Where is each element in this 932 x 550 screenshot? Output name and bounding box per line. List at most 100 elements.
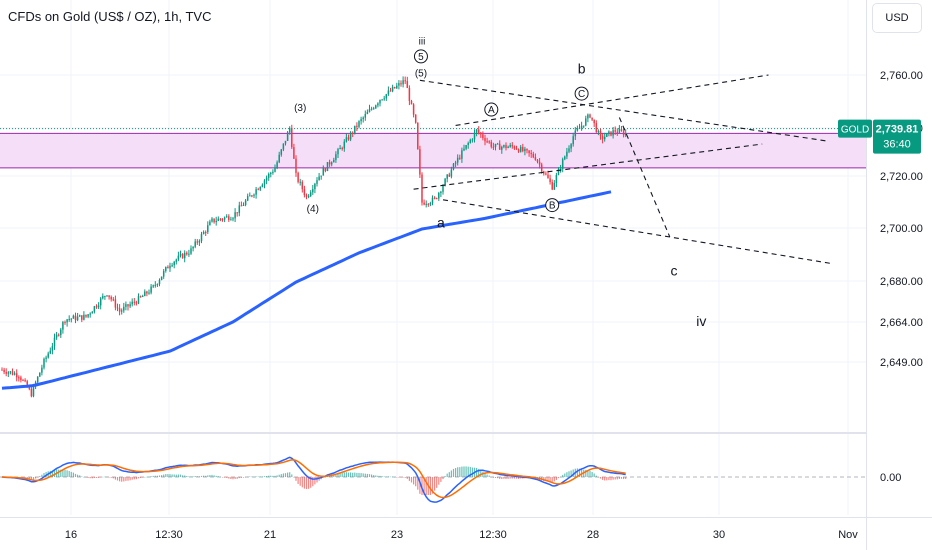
- currency-button[interactable]: USD: [872, 3, 922, 33]
- candle-body: [547, 174, 549, 179]
- wave-label: (3): [294, 103, 306, 114]
- macd-histogram-bar: [406, 477, 408, 479]
- macd-histogram-bar: [156, 475, 158, 477]
- candle-body: [194, 241, 196, 247]
- candle-body: [30, 388, 33, 397]
- macd-histogram-bar: [213, 475, 215, 477]
- candle-body: [312, 189, 314, 193]
- candle-body: [272, 171, 274, 173]
- macd-histogram-bar: [89, 477, 91, 479]
- macd-histogram-bar: [83, 476, 85, 478]
- macd-histogram-bar: [429, 477, 431, 495]
- macd-histogram-bar: [35, 477, 37, 479]
- macd-histogram-bar: [154, 475, 156, 477]
- candle-body: [259, 186, 262, 190]
- macd-histogram-bar: [595, 475, 597, 477]
- candle-body: [522, 146, 524, 152]
- candle-body: [309, 192, 312, 197]
- candle-body: [561, 159, 564, 169]
- wave-label-circle: [545, 198, 560, 213]
- candle-body: [175, 259, 178, 262]
- candle-body: [456, 157, 459, 163]
- macd-histogram-bar: [316, 477, 318, 483]
- candle-body: [93, 306, 96, 312]
- macd-histogram-bar: [58, 469, 60, 477]
- candle-body: [246, 196, 249, 201]
- macd-histogram-bar: [293, 477, 295, 478]
- candle-body: [39, 372, 41, 377]
- candle-body: [616, 131, 619, 133]
- candle-body: [354, 125, 356, 134]
- candle-body: [597, 130, 600, 133]
- macd-signal-line: [2, 459, 626, 499]
- macd-histogram-bar: [450, 470, 452, 477]
- candle-body: [383, 98, 385, 100]
- macd-histogram-bar: [119, 477, 121, 482]
- candle-body: [408, 88, 411, 101]
- candle-body: [32, 385, 35, 397]
- macd-histogram-bar: [434, 477, 436, 491]
- candle-body: [165, 266, 167, 271]
- candle-body: [620, 129, 623, 131]
- macd-histogram-bar: [604, 477, 606, 481]
- macd-histogram-bar: [287, 472, 289, 477]
- macd-histogram-bar: [255, 476, 257, 477]
- candle-body: [78, 315, 81, 317]
- macd-histogram-bar: [589, 470, 591, 477]
- candle-body: [5, 372, 7, 374]
- candle-body: [513, 146, 516, 149]
- candle-body: [337, 149, 339, 155]
- macd-histogram-bar: [148, 476, 150, 478]
- macd-histogram-bar: [505, 477, 507, 479]
- macd-histogram-bar: [350, 472, 352, 477]
- candle-body: [599, 130, 602, 137]
- candle-body: [13, 373, 16, 375]
- candle-body: [106, 295, 108, 297]
- candle-body: [261, 184, 264, 187]
- candle-body: [213, 218, 215, 223]
- candle-body: [606, 133, 608, 137]
- macd-histogram-bar: [597, 477, 599, 478]
- wave-label-circle: [484, 102, 499, 117]
- candle-body: [559, 168, 562, 170]
- macd-histogram-bar: [509, 477, 511, 479]
- candle-body: [97, 305, 100, 308]
- wave-label: c: [671, 262, 678, 278]
- candle-body: [299, 181, 301, 183]
- candle-body: [240, 205, 243, 207]
- candle-body: [543, 171, 545, 174]
- candle-body: [154, 284, 157, 286]
- candle-body: [125, 304, 127, 307]
- macd-histogram-bar: [182, 475, 184, 477]
- macd-histogram-bar: [553, 477, 555, 482]
- candle-body: [566, 151, 568, 157]
- candle-body: [202, 232, 205, 235]
- candle-body: [335, 154, 337, 160]
- macd-histogram-bar: [289, 472, 291, 477]
- macd-histogram-bar: [173, 474, 175, 477]
- macd-histogram-bar: [488, 475, 490, 477]
- candle-body: [18, 377, 20, 379]
- candle-body: [274, 168, 276, 172]
- macd-histogram-bar: [490, 476, 492, 478]
- candle-body: [486, 141, 488, 143]
- macd-histogram-bar: [161, 475, 163, 477]
- candle-body: [196, 241, 199, 243]
- symbol-title[interactable]: CFDs on Gold (US$ / OZ), 1h, TVC: [8, 9, 212, 24]
- macd-histogram-bar: [455, 468, 457, 477]
- macd-histogram-bar: [129, 477, 131, 481]
- candle-body: [225, 216, 228, 218]
- candle-body: [186, 252, 188, 255]
- candle-body: [519, 146, 522, 152]
- candle-body: [120, 310, 123, 312]
- candle-body: [391, 86, 394, 92]
- candle-body: [91, 311, 94, 314]
- macd-histogram-bar: [207, 475, 209, 477]
- macd-histogram-bar: [602, 477, 604, 480]
- macd-histogram-bar: [576, 468, 578, 477]
- candle-body: [477, 129, 480, 133]
- macd-histogram-bar: [240, 477, 242, 478]
- macd-histogram-bar: [198, 476, 200, 477]
- macd-histogram-bar: [114, 477, 116, 480]
